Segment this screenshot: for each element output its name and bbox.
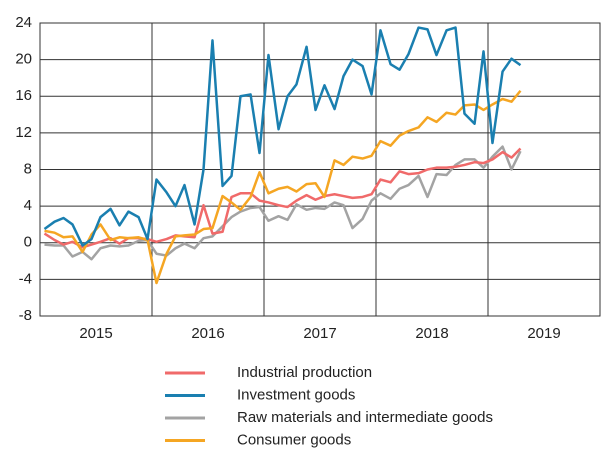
- y-tick-label: 8: [24, 160, 32, 177]
- legend-label: Industrial production: [237, 364, 372, 381]
- y-tick-label: 16: [15, 87, 32, 104]
- x-tick-label: 2015: [79, 325, 112, 342]
- legend-label: Raw materials and intermediate goods: [237, 409, 493, 426]
- y-tick-label: 12: [15, 124, 32, 141]
- series-line: [43, 147, 522, 249]
- y-tick-label: -8: [19, 307, 32, 324]
- legend-label: Consumer goods: [237, 431, 351, 448]
- x-tick-label: 2017: [303, 325, 336, 342]
- legend-label: Investment goods: [237, 386, 355, 403]
- series-line: [43, 26, 522, 247]
- x-tick-label: 2016: [191, 325, 224, 342]
- y-tick-label: 20: [15, 51, 32, 68]
- y-tick-label: 0: [24, 234, 32, 251]
- x-tick-label: 2019: [527, 325, 560, 342]
- series-line: [44, 89, 522, 285]
- y-tick-label: -4: [19, 270, 32, 287]
- series-line: [44, 145, 522, 261]
- x-tick-label: 2018: [415, 325, 448, 342]
- y-tick-label: 24: [15, 14, 32, 31]
- y-tick-label: 4: [24, 197, 32, 214]
